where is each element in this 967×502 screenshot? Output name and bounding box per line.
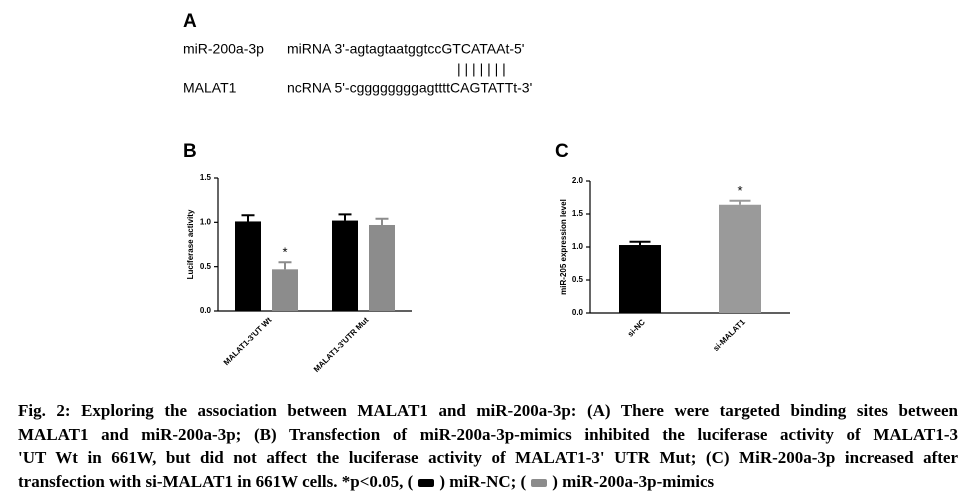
panel-label: C: [555, 141, 569, 162]
x-tick-label: MALAT1-3'UT Wt: [222, 315, 274, 367]
caption: Fig. 2: Exploring the association betwee…: [18, 399, 958, 493]
x-tick-label: si-MALAT1: [711, 317, 747, 353]
error-bar: [241, 214, 255, 222]
error-bar: [629, 240, 651, 246]
x-tick-label: si-NC: [626, 317, 647, 338]
caption-text: ; (: [510, 471, 527, 491]
bar: [332, 220, 358, 311]
y-tick-label: 2.0: [572, 176, 584, 185]
sequence: miRNA 3'-agtagtaatggtccGTCATAAt-5': [287, 41, 524, 57]
y-tick-label: 0.0: [200, 306, 212, 315]
y-axis-label: miR-205 expression level: [559, 199, 568, 295]
caption-text: ): [552, 471, 558, 491]
bar: [235, 221, 261, 311]
pairing: | | | | | | |: [457, 61, 506, 77]
significance-label: *: [282, 245, 287, 260]
error-bar: [338, 213, 352, 221]
error-bar: [375, 217, 389, 225]
caption-line: Fig. 2: Exploring the association betwee…: [18, 401, 958, 420]
y-tick-label: 0.5: [572, 275, 584, 284]
y-tick-label: 1.5: [572, 209, 584, 218]
bar: [272, 269, 298, 311]
error-bar: [729, 199, 751, 205]
legend-swatch: [531, 478, 548, 487]
legend-entry: miR-200a-3p-mimics: [562, 471, 715, 491]
error-bar: [278, 261, 292, 270]
x-tick-label: MALAT1-3'UTR Mut: [312, 315, 371, 374]
y-axis-label: Luciferase activity: [186, 209, 195, 279]
y-tick-label: 0.5: [200, 262, 212, 271]
panel-label: B: [183, 141, 197, 162]
y-tick-label: 0.0: [572, 308, 584, 317]
caption-text: transfection with si-MALAT1 in 661W cell…: [18, 471, 414, 491]
bar: [619, 245, 661, 313]
caption-line: 'UT Wt in 661W, but did not affect the l…: [18, 448, 958, 467]
figure: A miR-200a-3p miRNA 3'-agtagtaatggtccGTC…: [183, 11, 790, 374]
y-tick-label: 1.5: [200, 173, 212, 182]
bar: [369, 224, 395, 311]
legend-entry: miR-NC: [449, 471, 511, 491]
y-tick-label: 1.0: [572, 242, 584, 251]
caption-line: MALAT1 and miR-200a-3p; (B) Transfection…: [18, 424, 958, 444]
row-name: MALAT1: [183, 80, 237, 96]
caption-text: ): [439, 471, 445, 491]
significance-label: *: [737, 183, 742, 198]
y-tick-label: 1.0: [200, 217, 212, 226]
caption-line: transfection with si-MALAT1 in 661W cell…: [18, 470, 958, 494]
legend-swatch: [418, 478, 435, 487]
row-name: miR-200a-3p: [183, 41, 264, 57]
sequence: ncRNA 5'-cggggggggagttttCAGTATTt-3': [287, 80, 532, 96]
panel-label: A: [183, 11, 197, 32]
bar: [719, 204, 761, 313]
